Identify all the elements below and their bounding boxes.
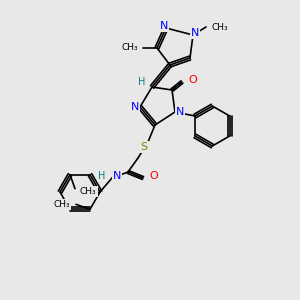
Text: N: N [113,171,122,181]
Text: N: N [176,107,184,117]
Text: H: H [138,77,146,87]
Text: N: N [191,28,199,38]
Text: H: H [98,171,105,181]
Text: CH₃: CH₃ [80,187,97,196]
Text: N: N [160,21,168,31]
Text: CH₃: CH₃ [53,200,70,209]
Text: CH₃: CH₃ [211,22,228,32]
Text: O: O [149,171,158,181]
Text: O: O [188,75,197,85]
Text: S: S [140,142,148,152]
Text: CH₃: CH₃ [122,44,138,52]
Text: N: N [131,102,139,112]
